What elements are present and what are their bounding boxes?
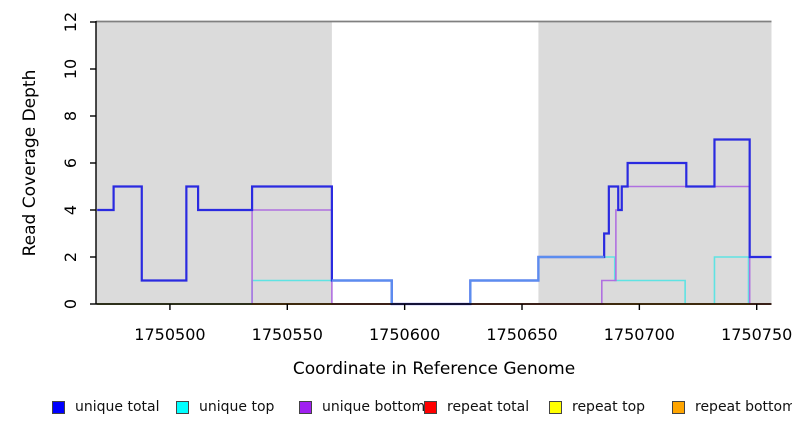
- x-tick-label: 1750700: [604, 325, 675, 344]
- y-tick-label: 2: [61, 252, 80, 262]
- x-tick-label: 1750650: [486, 325, 557, 344]
- y-tick-label: 4: [61, 205, 80, 215]
- x-tick-label: 1750550: [252, 325, 323, 344]
- series-unique-bottom-line: [97, 185, 772, 305]
- y-tick-label: 10: [61, 59, 80, 79]
- y-tick-label: 12: [61, 12, 80, 32]
- y-tick-label: 8: [61, 111, 80, 121]
- overlap-highlight-segment: [331, 279, 393, 304]
- y-tick-label: 0: [61, 299, 80, 309]
- overlap-highlight-segment: [469, 255, 605, 304]
- shaded-region: [96, 22, 332, 304]
- y-tick-label: 6: [61, 158, 80, 168]
- y-axis-title: Read Coverage Depth: [20, 69, 40, 257]
- x-tick-label: 1750500: [134, 325, 205, 344]
- x-tick-label: 1750750: [721, 325, 792, 344]
- x-tick-label: 1750600: [369, 325, 440, 344]
- x-axis-title: Coordinate in Reference Genome: [292, 359, 576, 379]
